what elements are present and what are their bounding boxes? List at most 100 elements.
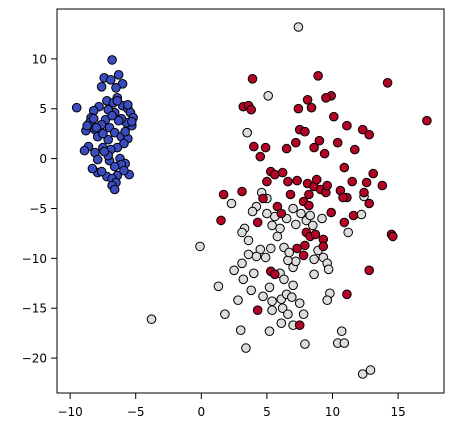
data-point [298, 309, 309, 320]
data-point [339, 162, 350, 173]
data-point [216, 215, 226, 226]
data-point [241, 343, 251, 353]
x-tick-label: 5 [263, 405, 271, 419]
data-point [233, 295, 243, 306]
data-point [112, 96, 123, 106]
data-point [264, 282, 275, 293]
x-tick-label: −10 [57, 405, 82, 419]
data-point [98, 128, 108, 139]
data-point [364, 265, 375, 276]
data-point [288, 203, 298, 214]
data-point [329, 111, 339, 122]
data-point [270, 269, 280, 280]
data-point [287, 292, 297, 303]
data-point [255, 151, 266, 162]
data-point [267, 305, 277, 316]
data-point [247, 206, 258, 217]
data-point [304, 189, 314, 200]
data-point [364, 198, 375, 209]
data-point [310, 229, 321, 240]
data-point [226, 198, 237, 209]
data-point [96, 166, 107, 177]
data-point [309, 254, 319, 265]
data-point [296, 208, 306, 219]
data-point [88, 113, 99, 124]
data-point [388, 231, 398, 242]
data-point [339, 217, 350, 228]
data-point [281, 143, 292, 154]
data-point [276, 318, 287, 329]
data-point [258, 291, 268, 302]
data-point [342, 289, 352, 300]
y-tick-label: 5 [39, 102, 47, 116]
data-point [252, 217, 263, 228]
data-point [277, 303, 288, 314]
data-point [109, 184, 120, 195]
y-tick-label: −15 [22, 302, 47, 316]
data-point [213, 281, 224, 292]
x-tick-label: 0 [197, 405, 205, 419]
data-point [348, 210, 359, 221]
data-point [336, 326, 347, 337]
data-point [314, 135, 325, 146]
data-point [275, 223, 285, 234]
data-point [120, 126, 130, 137]
data-point [237, 186, 247, 197]
data-point [291, 219, 301, 230]
data-point [229, 265, 239, 276]
data-point [298, 250, 309, 261]
data-point [356, 209, 367, 220]
data-point [99, 146, 109, 157]
data-point [237, 227, 247, 238]
data-point [343, 227, 354, 238]
data-point [238, 274, 249, 285]
data-point [321, 93, 331, 103]
data-point [332, 137, 343, 148]
data-point [279, 274, 289, 285]
data-point [283, 176, 293, 187]
data-point [364, 129, 375, 140]
plot-frame [56, 8, 445, 394]
x-tick-label: −5 [127, 405, 145, 419]
data-point [270, 169, 280, 180]
data-point [317, 213, 327, 224]
data-point [267, 220, 277, 231]
data-point [96, 82, 107, 92]
data-point [263, 91, 274, 101]
data-point [283, 309, 293, 320]
data-point [293, 22, 304, 32]
data-point [252, 305, 263, 316]
data-point [113, 70, 124, 80]
data-point [262, 208, 272, 219]
data-point [283, 255, 293, 266]
data-point [382, 78, 393, 88]
data-point [146, 314, 157, 325]
data-point [246, 104, 256, 115]
y-tick-label: −10 [22, 252, 47, 266]
data-point [127, 116, 137, 127]
data-point [82, 120, 92, 131]
data-point [309, 142, 319, 153]
data-point [107, 110, 117, 121]
data-point [304, 200, 314, 211]
y-tick-label: −20 [22, 352, 47, 366]
data-point [350, 144, 360, 155]
data-point [285, 189, 296, 200]
data-point [103, 134, 113, 145]
data-point [322, 180, 333, 191]
data-point [260, 142, 271, 153]
data-point [92, 154, 103, 165]
data-point [277, 167, 288, 178]
data-point [251, 251, 262, 262]
data-point [292, 175, 302, 186]
data-point [107, 55, 117, 65]
data-point [368, 168, 379, 179]
data-point [294, 320, 305, 331]
data-point [300, 339, 310, 349]
data-point [220, 309, 230, 320]
x-axis-ticks: −10 −5 0 5 10 15 [57, 393, 406, 419]
data-point [319, 148, 330, 159]
y-axis-ticks: −20 −15 −10 −5 0 5 10 [22, 52, 57, 366]
data-point [318, 241, 329, 252]
data-point [218, 189, 229, 200]
